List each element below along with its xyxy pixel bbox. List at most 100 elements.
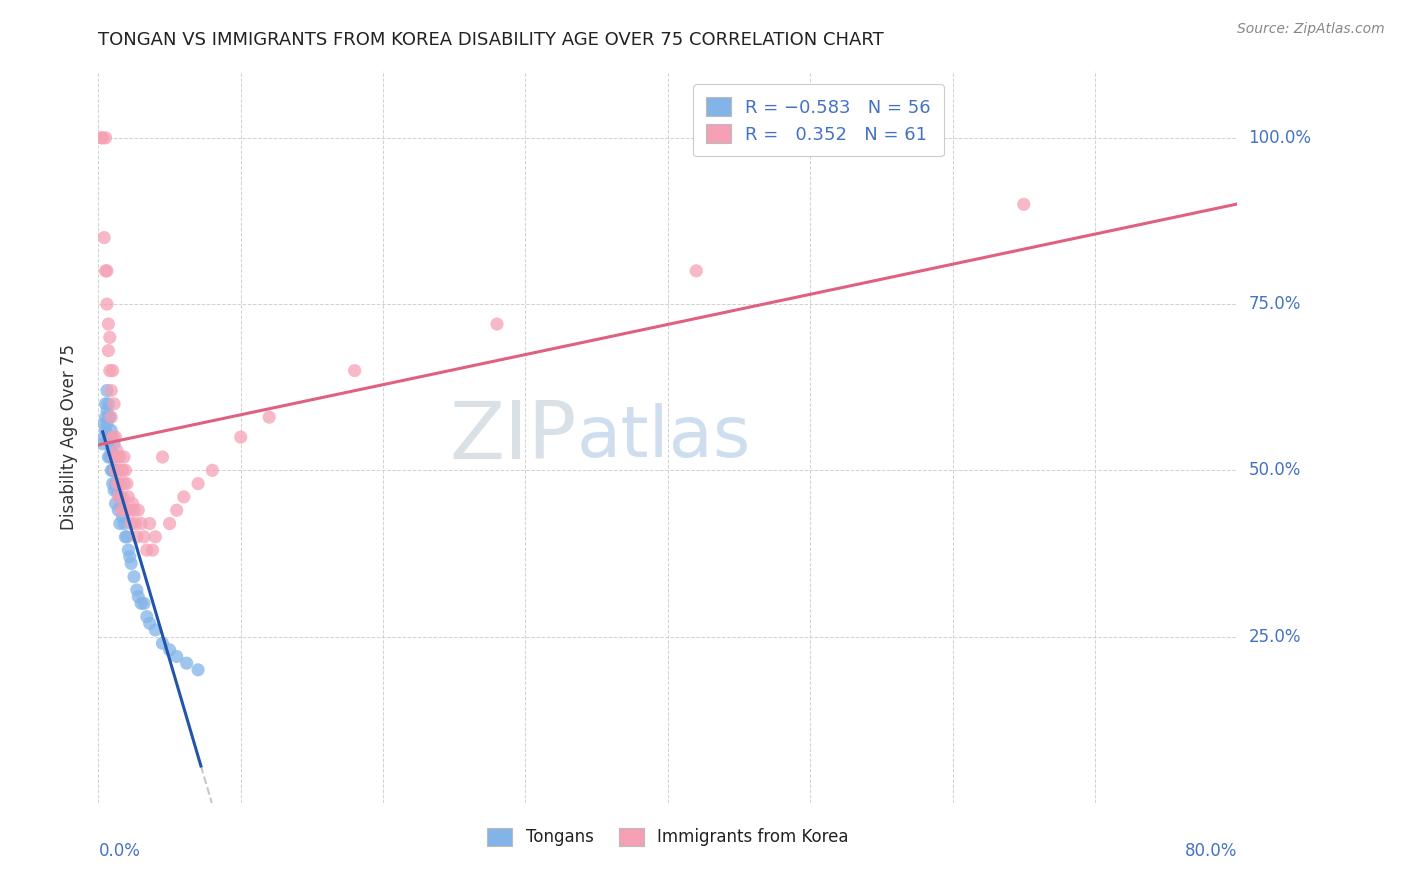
Point [107, 503, 129, 517]
Point [112, 516, 135, 531]
Point [96, 403, 118, 417]
Point [104, 476, 127, 491]
Point [105, 476, 128, 491]
Text: 50.0%: 50.0% [1249, 461, 1301, 479]
Point [93, 230, 115, 244]
Point [101, 363, 124, 377]
Point [173, 490, 195, 504]
Point [229, 430, 252, 444]
Point [135, 543, 157, 558]
Point [138, 616, 160, 631]
Point [122, 570, 145, 584]
Point [101, 476, 124, 491]
Text: 25.0%: 25.0% [1249, 628, 1301, 646]
Point [103, 450, 125, 464]
Point [97, 430, 120, 444]
Point [108, 450, 131, 464]
Point [125, 582, 148, 597]
Point [110, 497, 132, 511]
Point [115, 476, 138, 491]
Point [100, 443, 122, 458]
Point [145, 623, 167, 637]
Point [201, 463, 224, 477]
Point [101, 463, 124, 477]
Point [176, 656, 198, 670]
Point [122, 503, 145, 517]
Point [159, 643, 181, 657]
Point [115, 503, 138, 517]
Point [100, 384, 122, 398]
Point [105, 483, 128, 498]
Point [100, 424, 122, 438]
Point [685, 264, 707, 278]
Text: Source: ZipAtlas.com: Source: ZipAtlas.com [1237, 22, 1385, 37]
Point [111, 490, 134, 504]
Point [124, 516, 146, 531]
Point [100, 410, 122, 425]
Point [118, 549, 141, 564]
Point [486, 317, 509, 331]
Point [94, 264, 117, 278]
Point [103, 436, 125, 450]
Point [127, 590, 149, 604]
Point [114, 503, 136, 517]
Point [105, 443, 128, 458]
Point [111, 463, 134, 477]
Point [132, 596, 155, 610]
Point [159, 516, 181, 531]
Point [125, 530, 148, 544]
Text: TONGAN VS IMMIGRANTS FROM KOREA DISABILITY AGE OVER 75 CORRELATION CHART: TONGAN VS IMMIGRANTS FROM KOREA DISABILI… [98, 31, 884, 49]
Point [104, 463, 127, 477]
Point [117, 543, 139, 558]
Point [101, 430, 124, 444]
Point [96, 417, 118, 431]
Point [110, 463, 132, 477]
Point [104, 430, 127, 444]
Point [152, 636, 174, 650]
Point [94, 410, 117, 425]
Point [107, 450, 129, 464]
Point [96, 264, 118, 278]
Point [259, 410, 281, 425]
Point [112, 450, 135, 464]
Point [166, 649, 188, 664]
Point [114, 530, 136, 544]
Point [141, 543, 163, 558]
Point [120, 516, 142, 531]
Point [343, 363, 366, 377]
Point [108, 476, 131, 491]
Point [97, 317, 120, 331]
Point [120, 557, 142, 571]
Point [145, 530, 167, 544]
Point [103, 483, 125, 498]
Point [94, 424, 117, 438]
Point [101, 430, 124, 444]
Point [98, 430, 121, 444]
Point [114, 463, 136, 477]
Point [98, 410, 121, 425]
Point [91, 131, 114, 145]
Point [97, 397, 120, 411]
Point [152, 450, 174, 464]
Text: 0.0%: 0.0% [98, 842, 141, 860]
Point [101, 450, 124, 464]
Point [90, 131, 112, 145]
Y-axis label: Disability Age Over 75: Disability Age Over 75 [59, 344, 77, 530]
Point [105, 463, 128, 477]
Point [96, 384, 118, 398]
Text: ZIP: ZIP [450, 398, 576, 476]
Point [104, 450, 127, 464]
Point [91, 436, 114, 450]
Point [98, 330, 121, 344]
Point [127, 503, 149, 517]
Text: 80.0%: 80.0% [1185, 842, 1237, 860]
Point [187, 476, 209, 491]
Point [100, 463, 122, 477]
Point [94, 131, 117, 145]
Point [108, 516, 131, 531]
Point [94, 397, 117, 411]
Point [98, 450, 121, 464]
Text: atlas: atlas [576, 402, 751, 472]
Legend: Tongans, Immigrants from Korea: Tongans, Immigrants from Korea [481, 821, 855, 853]
Point [104, 497, 127, 511]
